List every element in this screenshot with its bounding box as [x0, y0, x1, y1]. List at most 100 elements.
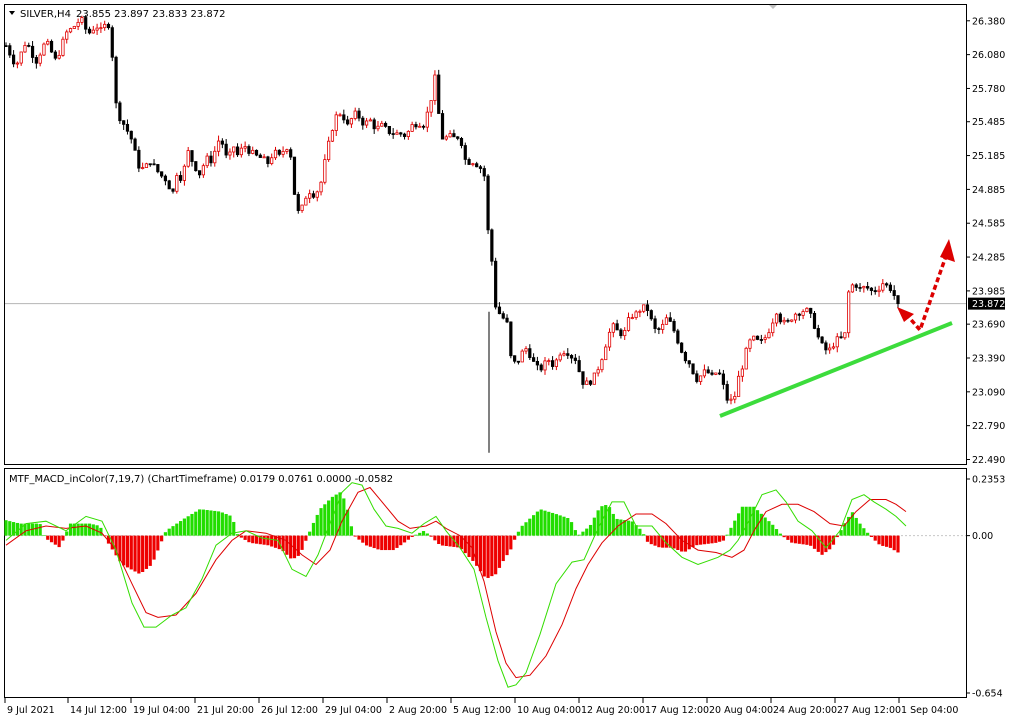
macd-bar — [854, 517, 858, 536]
macd-bar — [501, 535, 505, 562]
time-tick-label: 19 Jul 04:00 — [133, 705, 190, 716]
macd-bar — [152, 535, 156, 560]
candle — [380, 120, 384, 127]
macd-bar — [562, 516, 566, 536]
candle — [547, 358, 551, 366]
macd-bar — [319, 508, 323, 536]
macd-bar — [505, 535, 509, 556]
macd-bar — [721, 535, 725, 541]
macd-bar — [23, 523, 27, 536]
candle — [80, 15, 84, 25]
macd-bar — [171, 526, 175, 536]
candle — [554, 357, 558, 371]
macd-bar — [380, 535, 384, 551]
candle — [558, 352, 562, 363]
candle — [349, 117, 354, 128]
candle — [433, 70, 437, 105]
candle — [8, 43, 12, 58]
candle — [497, 302, 502, 315]
candle — [471, 162, 475, 167]
candle — [885, 282, 889, 288]
macd-axis: 0.2353 0.00 -0.654 — [966, 475, 1005, 700]
macd-bar — [338, 492, 342, 536]
candle — [391, 128, 395, 139]
macd-bar — [805, 535, 809, 545]
green-uptrend-line — [719, 321, 953, 418]
macd-bar — [463, 535, 467, 554]
macd-bar — [15, 522, 19, 536]
candle — [516, 360, 521, 365]
macd-bar — [566, 518, 570, 536]
macd-bar — [429, 535, 433, 537]
macd-bar — [160, 535, 164, 542]
time-tick-label: 27 Aug 12:00 — [837, 705, 901, 716]
macd-bar — [626, 520, 631, 536]
candle — [361, 115, 365, 130]
macd-bar — [554, 514, 558, 536]
macd-bar — [304, 535, 308, 541]
macd-bar — [220, 512, 224, 536]
candle — [611, 322, 615, 338]
macd-bar — [361, 535, 365, 543]
candle — [634, 309, 638, 320]
candle — [220, 138, 224, 149]
macd-bar — [122, 535, 126, 566]
candle — [630, 313, 634, 320]
candle — [368, 117, 372, 122]
candle — [209, 151, 213, 167]
candle — [338, 112, 342, 117]
time-axis: 9 Jul 2021 14 Jul 12:00 19 Jul 04:00 21 Jul… — [4, 698, 958, 716]
macd-bar — [106, 535, 111, 544]
symbol-menu-icon[interactable] — [9, 11, 15, 15]
macd-bar — [308, 531, 312, 536]
candle — [592, 372, 596, 385]
candle — [342, 109, 346, 124]
candle — [118, 100, 122, 124]
macd-bar — [399, 535, 403, 546]
macd-bar — [630, 521, 634, 536]
candle — [239, 143, 243, 158]
price-tick-label: 23.390 — [972, 353, 1005, 364]
macd-bar — [456, 535, 460, 548]
candle — [509, 321, 513, 359]
macd-bar — [27, 523, 31, 536]
candle — [376, 121, 380, 132]
candle — [334, 111, 338, 136]
candle — [543, 356, 547, 375]
price-tick-label: 25.185 — [972, 151, 1005, 162]
candle — [186, 146, 190, 168]
macd-bar — [34, 523, 38, 536]
candle — [23, 41, 27, 53]
macd-bar — [702, 535, 707, 545]
macd-bar — [858, 523, 862, 536]
candle — [103, 20, 107, 31]
candle — [27, 42, 31, 48]
candle — [251, 146, 255, 155]
price-tick-label: 23.090 — [972, 387, 1005, 398]
macd-bar — [353, 535, 357, 537]
macd-bar — [368, 535, 372, 547]
macd-bar — [494, 535, 498, 575]
candle — [831, 342, 836, 350]
candle — [141, 162, 145, 170]
macd-bar — [824, 535, 828, 553]
macd-bar — [266, 535, 270, 546]
candle — [323, 154, 327, 185]
macd-bar — [691, 535, 695, 548]
macd-bar — [569, 522, 574, 536]
candle — [270, 153, 274, 166]
candle — [216, 135, 221, 157]
candle — [805, 307, 809, 313]
macd-bar — [668, 535, 672, 548]
candle — [425, 106, 429, 133]
macd-bar — [224, 514, 228, 536]
candle — [691, 363, 695, 375]
panel-collapse-icon[interactable] — [769, 5, 777, 9]
macd-bar — [634, 525, 638, 536]
macd-bar — [862, 528, 866, 536]
macd-bar — [247, 535, 251, 543]
macd-bar — [197, 509, 202, 536]
candle — [862, 285, 866, 293]
candle — [167, 179, 171, 190]
time-tick-label: 5 Aug 12:00 — [453, 705, 511, 716]
